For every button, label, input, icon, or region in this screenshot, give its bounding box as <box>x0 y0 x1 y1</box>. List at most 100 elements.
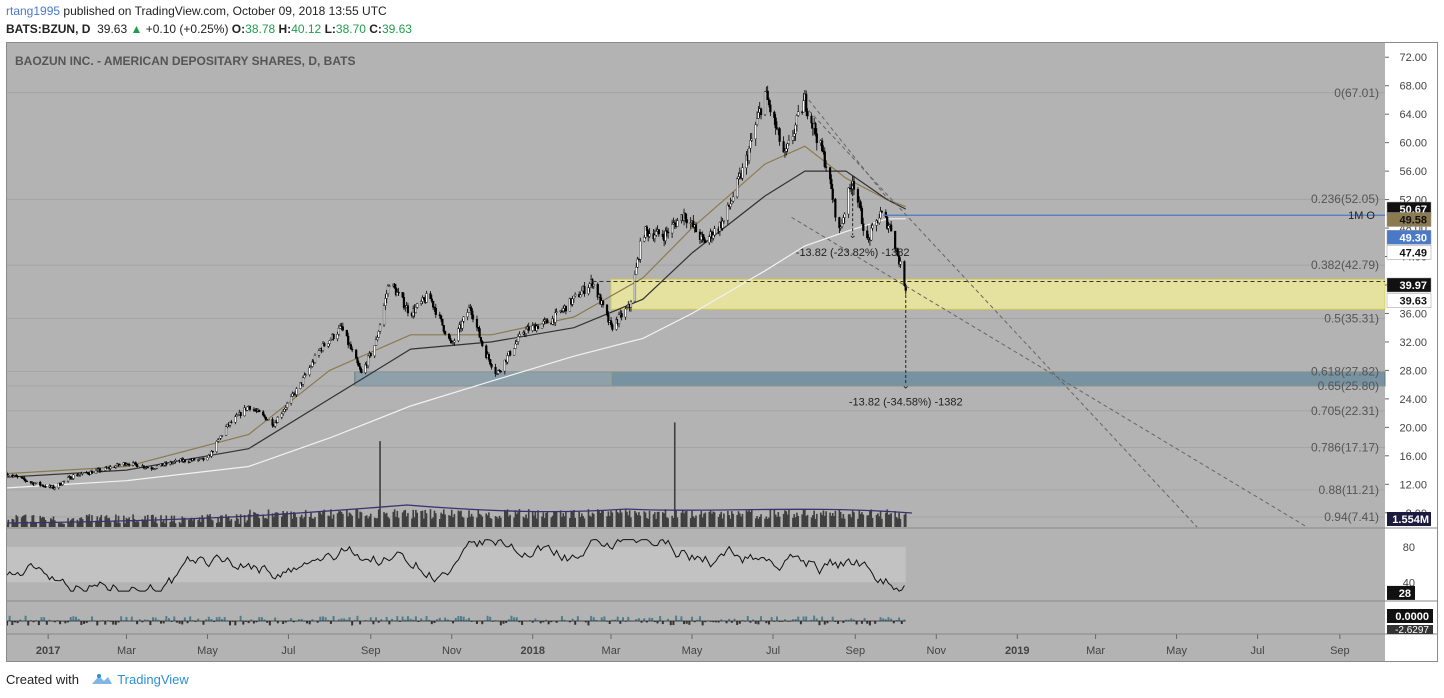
candle-body <box>644 226 647 238</box>
histogram-bar <box>621 617 624 621</box>
histogram-bar <box>72 616 75 621</box>
candle-body <box>494 367 497 374</box>
candle-body <box>591 279 594 287</box>
histogram-bar <box>661 621 664 625</box>
volume-bar <box>156 523 158 527</box>
volume-bar <box>746 511 749 527</box>
candle-body <box>580 290 583 296</box>
candle-body <box>142 465 145 469</box>
candle-body <box>562 308 565 311</box>
candle-body <box>822 150 825 152</box>
histogram-bar <box>64 621 67 624</box>
histogram-bar <box>502 621 505 624</box>
volume-bar <box>656 511 659 527</box>
histogram-bar <box>404 619 407 621</box>
volume-bar <box>522 516 525 527</box>
volume-bar <box>713 512 716 527</box>
volume-bar <box>728 515 730 527</box>
histogram-bar <box>377 621 380 623</box>
volume-bar <box>643 511 646 527</box>
volume-bar <box>225 514 227 527</box>
candle-body <box>382 305 386 326</box>
volume-bar <box>30 521 32 527</box>
candle-body <box>53 487 56 490</box>
volume-bar <box>180 523 182 527</box>
candle-body <box>434 307 437 315</box>
volume-bar <box>253 512 255 527</box>
volume-bar <box>610 510 612 527</box>
created-with: Created with <box>6 672 79 687</box>
volume-bar <box>332 514 335 527</box>
volume-bar <box>281 516 283 527</box>
histogram-bar <box>728 618 731 621</box>
candle-body <box>605 304 609 315</box>
trend-line <box>808 110 1198 528</box>
y-tick-label: 28.00 <box>1399 365 1427 377</box>
volume-bar <box>739 513 741 527</box>
candle-body <box>299 382 302 389</box>
x-tick-label: Sep <box>361 645 381 657</box>
candle-body <box>773 111 776 119</box>
volume-bar <box>782 513 785 527</box>
candle-body <box>481 341 484 347</box>
histogram-bar <box>627 616 630 621</box>
author-link[interactable]: rtang1995 <box>6 4 61 18</box>
volume-bar <box>377 509 380 527</box>
candle-body <box>466 312 469 318</box>
candle-body <box>899 261 902 265</box>
price-label: 49.30 <box>1399 232 1427 244</box>
histogram-bar <box>16 621 19 624</box>
volume-bar <box>806 514 809 527</box>
candle-body <box>69 476 72 480</box>
histogram-bar <box>600 617 603 621</box>
x-tick-label: May <box>682 645 703 657</box>
volume-bar <box>477 509 480 527</box>
candle-body <box>80 473 83 475</box>
volume-bar <box>881 518 883 527</box>
candle-body <box>684 212 687 220</box>
histogram-bar <box>80 621 83 626</box>
candle-body <box>274 422 277 427</box>
histogram-bar <box>770 616 773 621</box>
candle-body <box>860 208 864 224</box>
volume-bar <box>890 513 892 527</box>
histogram-bar <box>173 616 176 621</box>
candle-body <box>702 236 706 241</box>
candle-body <box>685 219 688 224</box>
volume-bar <box>328 516 331 527</box>
histogram-bar <box>244 621 247 622</box>
histogram-bar <box>791 619 794 621</box>
candle-body <box>442 325 445 332</box>
volume-bar <box>712 511 715 527</box>
volume-bar <box>453 514 456 527</box>
volume-bar <box>786 514 789 527</box>
candle-body <box>639 240 642 260</box>
volume-bar <box>258 518 261 527</box>
volume-bar <box>189 519 192 527</box>
histogram-bar <box>818 621 821 626</box>
tradingview-brand-link[interactable]: TradingView <box>117 672 189 687</box>
volume-bar <box>518 509 521 527</box>
volume-bar <box>692 516 695 527</box>
histogram-bar <box>895 619 898 621</box>
candle-body <box>25 480 29 482</box>
histogram-bar <box>260 617 263 621</box>
candle-body <box>471 314 475 320</box>
candle-body <box>275 422 278 424</box>
histogram-bar <box>781 621 784 622</box>
candle-body <box>70 478 74 480</box>
candle-body <box>745 154 748 168</box>
volume-bar <box>113 520 116 527</box>
volume-bar <box>515 513 518 527</box>
candle-body <box>495 373 498 375</box>
volume-bar <box>498 515 501 527</box>
chart-frame[interactable]: 0(67.01) 0.236(52.05) 0.382(42.79) 0.5(35.3… <box>5 42 1438 662</box>
histogram-bar <box>550 621 553 623</box>
volume-bar <box>870 509 873 527</box>
price-chart[interactable]: 0(67.01) 0.236(52.05) 0.382(42.79) 0.5(35.3… <box>5 43 1437 661</box>
volume-bar <box>505 510 507 527</box>
price-axis[interactable] <box>1385 43 1437 661</box>
x-tick-label: Mar <box>1086 645 1105 657</box>
volume-bar <box>192 520 194 527</box>
candle-body <box>786 143 789 150</box>
